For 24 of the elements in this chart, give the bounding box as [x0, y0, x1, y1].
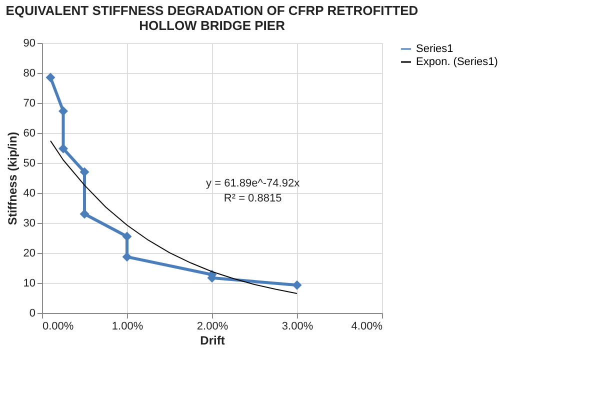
y-tick-label: 20	[23, 248, 36, 260]
line-series	[50, 140, 298, 294]
x-tick-label: 4.00%	[351, 320, 383, 332]
text: EQUIVALENT STIFFNESS DEGRADATION OF CFRP RETROFITTED	[6, 3, 418, 18]
y-tick-label: 30	[23, 218, 36, 230]
y-tick-label: 60	[23, 128, 36, 140]
y-tick-label: 40	[23, 188, 36, 200]
legend-label: Expon. (Series1)	[416, 56, 498, 68]
y-tick-label: 80	[23, 68, 36, 80]
x-tick-label: 2.00%	[196, 320, 228, 332]
x-tick-label: 1.00%	[112, 320, 144, 332]
x-tick-label: 0.00%	[42, 320, 74, 332]
y-tick-label: 70	[23, 98, 36, 110]
text: HOLLOW BRIDGE PIER	[139, 18, 285, 33]
y-tick-label: 10	[23, 278, 36, 290]
x-axis-title: Drift	[200, 334, 225, 348]
y-tick-label: 0	[29, 308, 36, 320]
annotation: y = 61.89e^-74.92x	[206, 177, 300, 190]
annotation: R² = 0.8815	[224, 192, 282, 204]
y-axis-title: Stiffness (kip/in)	[5, 132, 20, 226]
legend-label: Series1	[416, 43, 454, 55]
x-tick-label: 3.00%	[282, 320, 314, 332]
y-tick-label: 90	[23, 38, 36, 50]
y-tick-label: 50	[23, 158, 36, 170]
